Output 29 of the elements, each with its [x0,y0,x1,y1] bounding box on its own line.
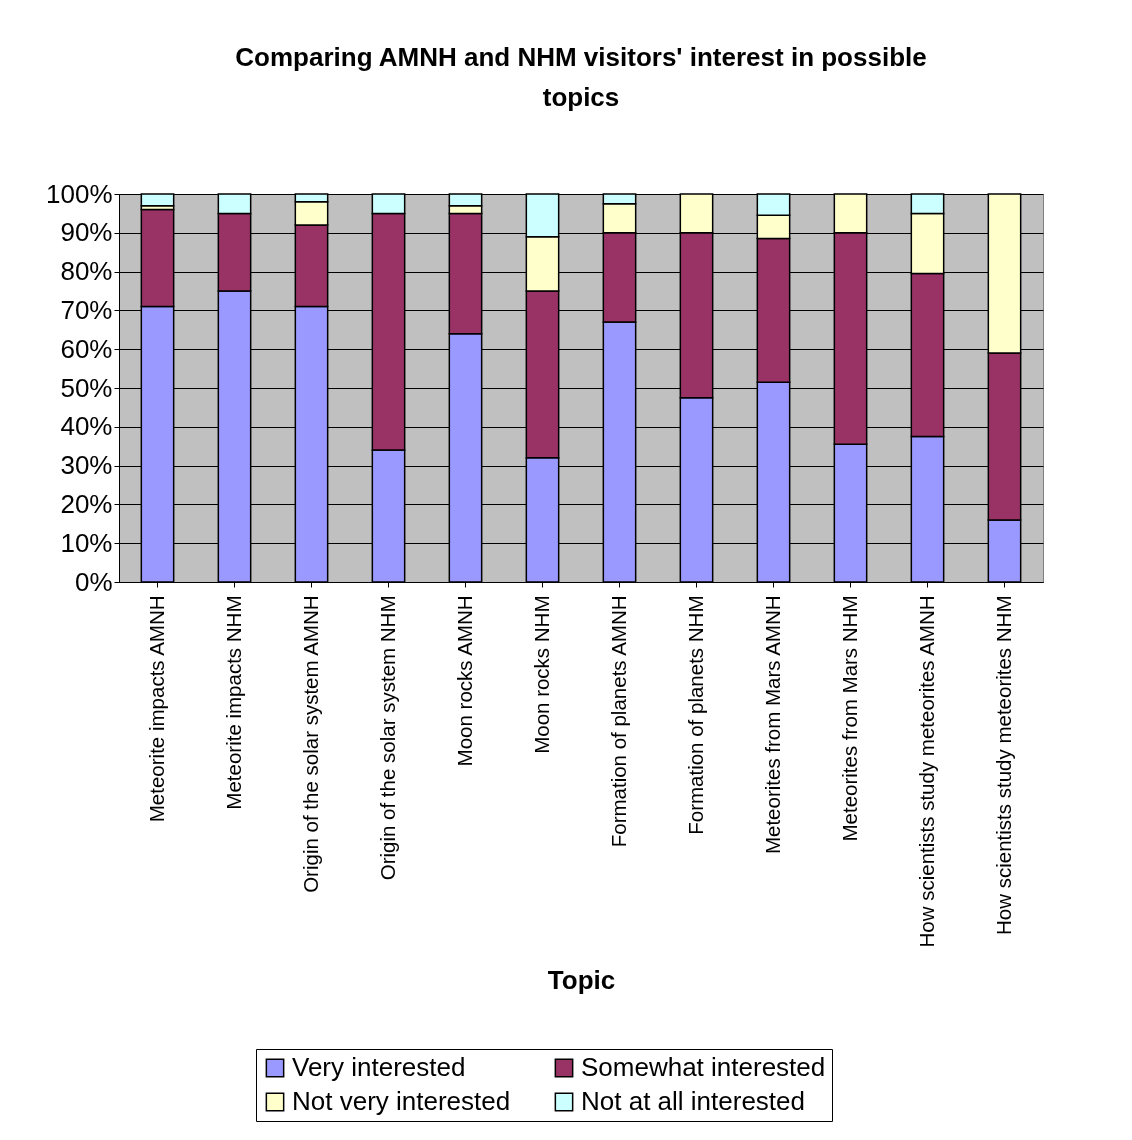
y-tick-label: 30% [60,450,113,481]
y-tick-label: 80% [60,256,113,287]
x-tick-label: How scientists study meteorites NHM [991,595,1015,935]
x-tick-label: Origin of the solar system AMNH [298,595,322,893]
x-tick-label: Origin of the solar system NHM [375,595,399,881]
x-tick-label: Meteorites from Mars NHM [837,595,861,842]
y-tick-label: 40% [60,411,113,442]
x-tick-label: Meteorites from Mars AMNH [760,595,784,855]
x-tick-label: Formation of planets NHM [683,595,707,835]
x-tick-label: Meteorite impacts AMNH [144,595,168,823]
y-tick-label: 0% [74,566,113,597]
x-axis-title: Topic [547,964,616,995]
x-tick-label: Formation of planets AMNH [606,595,630,848]
legend-label: Not at all interested [581,1086,806,1116]
legend-label: Not very interested [292,1086,511,1116]
legend-label: Very interested [292,1052,466,1082]
y-tick-label: 100% [46,178,113,209]
legend-label: Somewhat interested [581,1052,826,1082]
x-tick-label: Meteorite impacts NHM [221,595,245,810]
y-tick-label: 70% [60,294,113,325]
x-tick-label: Moon rocks NHM [529,595,553,754]
y-tick-label: 50% [60,372,113,403]
y-tick-label: 10% [60,527,113,558]
chart-title: Comparing AMNH and NHM visitors' interest in possible topics [235,42,927,112]
y-tick-label: 90% [60,217,113,248]
x-tick-label: Moon rocks AMNH [452,595,476,767]
y-tick-label: 20% [60,488,113,519]
x-tick-label: How scientists study meteorites AMNH [914,595,938,948]
y-tick-label: 60% [60,333,113,364]
